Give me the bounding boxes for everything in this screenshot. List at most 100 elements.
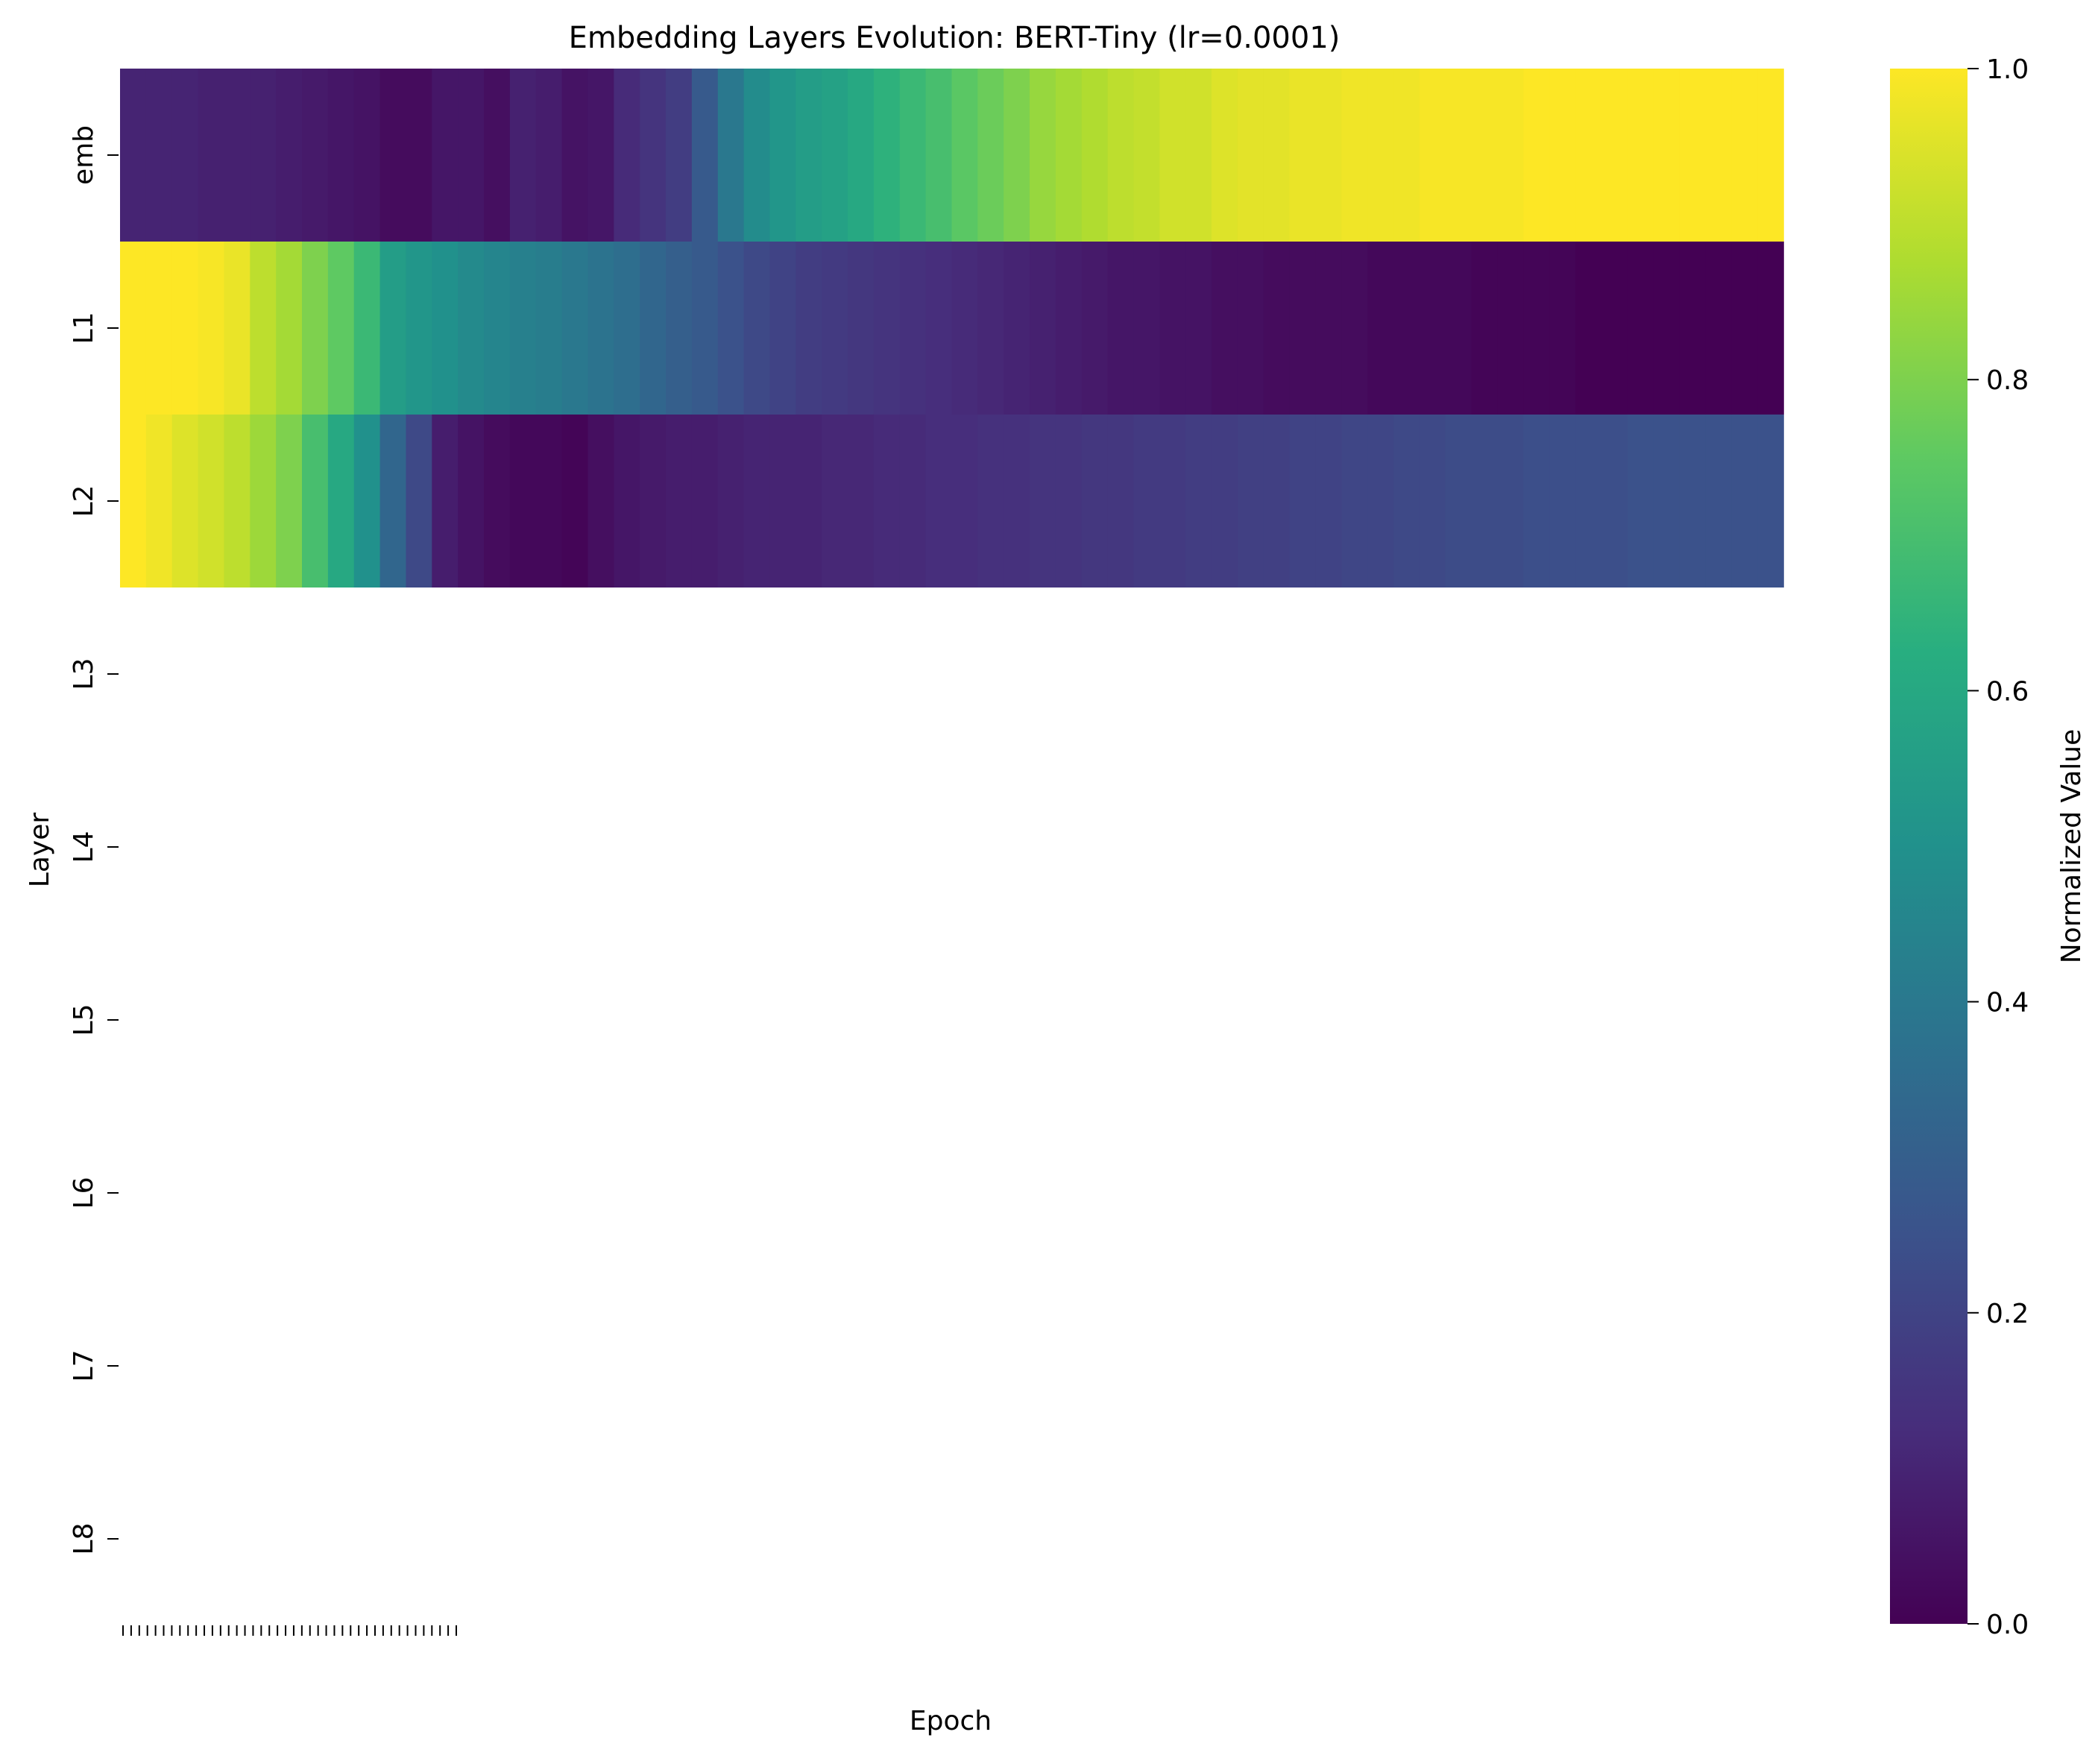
row-label: L2: [69, 485, 99, 517]
heatmap-cell: [250, 242, 277, 415]
heatmap-cell: [743, 415, 771, 588]
heatmap-cell: [1471, 415, 1499, 588]
heatmap-cell: [484, 69, 511, 242]
heatmap-cell: [1289, 69, 1317, 242]
colorbar-tick-label: 0.8: [1986, 365, 2029, 396]
heatmap-cell: [1212, 69, 1238, 242]
heatmap-cell: [587, 415, 615, 588]
heatmap-cell: [171, 242, 199, 415]
heatmap-cell: [587, 242, 615, 415]
heatmap-cell: [1731, 415, 1758, 588]
heatmap-cell: [977, 69, 1005, 242]
heatmap-cell: [796, 69, 822, 242]
heatmap-cell: [1575, 242, 1602, 415]
heatmap-cell: [1393, 69, 1420, 242]
heatmap-cell: [302, 242, 329, 415]
heatmap-cell: [561, 242, 589, 415]
heatmap-cell: [1627, 242, 1654, 415]
heatmap-cell: [848, 415, 875, 588]
heatmap-cell: [535, 242, 563, 415]
heatmap-cell: [327, 69, 355, 242]
heatmap-cell: [873, 415, 901, 588]
heatmap-cell: [1367, 69, 1394, 242]
heatmap-cell: [1757, 69, 1784, 242]
heatmap-cell: [198, 242, 225, 415]
heatmap-cell: [509, 415, 537, 588]
heatmap-cell: [1030, 242, 1056, 415]
heatmap-cell: [1004, 415, 1030, 588]
heatmap-cell: [1107, 242, 1135, 415]
heatmap-cell: [1679, 415, 1707, 588]
heatmap-cell: [977, 415, 1005, 588]
heatmap-cell: [327, 415, 355, 588]
heatmap-cell: [1731, 69, 1758, 242]
heatmap-cell: [1419, 69, 1446, 242]
heatmap-cell: [717, 415, 745, 588]
heatmap-cell: [406, 415, 433, 588]
heatmap-cell: [717, 242, 745, 415]
heatmap-cell: [1601, 242, 1628, 415]
heatmap-cell: [1055, 69, 1083, 242]
heatmap-cell: [1341, 69, 1369, 242]
heatmap-cell: [224, 242, 251, 415]
heatmap-cell: [1575, 69, 1602, 242]
heatmap-cell: [1159, 69, 1187, 242]
heatmap-cell: [458, 415, 485, 588]
heatmap-cell: [406, 69, 433, 242]
heatmap-cell: [1237, 415, 1264, 588]
heatmap-cell: [925, 69, 953, 242]
heatmap-cell: [1159, 415, 1187, 588]
heatmap-cell: [1523, 242, 1551, 415]
heatmap-cell: [1497, 415, 1525, 588]
heatmap-cell: [1185, 69, 1212, 242]
heatmap-cell: [1419, 415, 1446, 588]
heatmap-cell: [379, 69, 407, 242]
row-label: L3: [69, 658, 99, 690]
heatmap-cell: [1315, 415, 1343, 588]
row-label: L6: [69, 1177, 99, 1209]
heatmap-cell: [1004, 69, 1030, 242]
heatmap-cell: [951, 69, 979, 242]
heatmap-cell: [1237, 242, 1264, 415]
heatmap-cell: [1263, 242, 1291, 415]
heatmap-cell: [458, 242, 485, 415]
heatmap-cell: [1471, 242, 1499, 415]
heatmap-cell: [1185, 415, 1212, 588]
heatmap-cell: [717, 69, 745, 242]
heatmap-cell: [1367, 242, 1394, 415]
heatmap-cell: [1653, 69, 1680, 242]
heatmap-cell: [1705, 69, 1733, 242]
heatmap-cell: [1237, 69, 1264, 242]
heatmap-cell: [535, 69, 563, 242]
heatmap-cells: [120, 69, 1784, 588]
heatmap-cell: [1523, 69, 1551, 242]
heatmap-cell: [1705, 415, 1733, 588]
heatmap-cell: [432, 415, 459, 588]
heatmap-cell: [1133, 242, 1161, 415]
row-label: emb: [69, 125, 99, 185]
heatmap-cell: [951, 415, 979, 588]
heatmap-cell: [1212, 242, 1238, 415]
heatmap-cell: [587, 69, 615, 242]
heatmap-cell: [1549, 69, 1576, 242]
heatmap-cell: [1055, 242, 1083, 415]
heatmap-cell: [1627, 69, 1654, 242]
heatmap-cell: [1757, 415, 1784, 588]
heatmap-cell: [1263, 415, 1291, 588]
heatmap-cell: [224, 69, 251, 242]
heatmap-cell: [484, 242, 511, 415]
heatmap-cell: [1497, 69, 1525, 242]
heatmap-cell: [691, 69, 719, 242]
heatmap-cell: [640, 69, 667, 242]
colorbar-tick-label: 0.4: [1986, 988, 2029, 1018]
heatmap-cell: [1055, 415, 1083, 588]
heatmap-cell: [1705, 242, 1733, 415]
heatmap-cell: [1601, 415, 1628, 588]
heatmap-cell: [1497, 242, 1525, 415]
heatmap-cell: [666, 415, 693, 588]
heatmap-cell: [873, 69, 901, 242]
heatmap-cell: [848, 242, 875, 415]
heatmap-cell: [1653, 415, 1680, 588]
heatmap-cell: [1367, 415, 1394, 588]
heatmap-cell: [666, 69, 693, 242]
